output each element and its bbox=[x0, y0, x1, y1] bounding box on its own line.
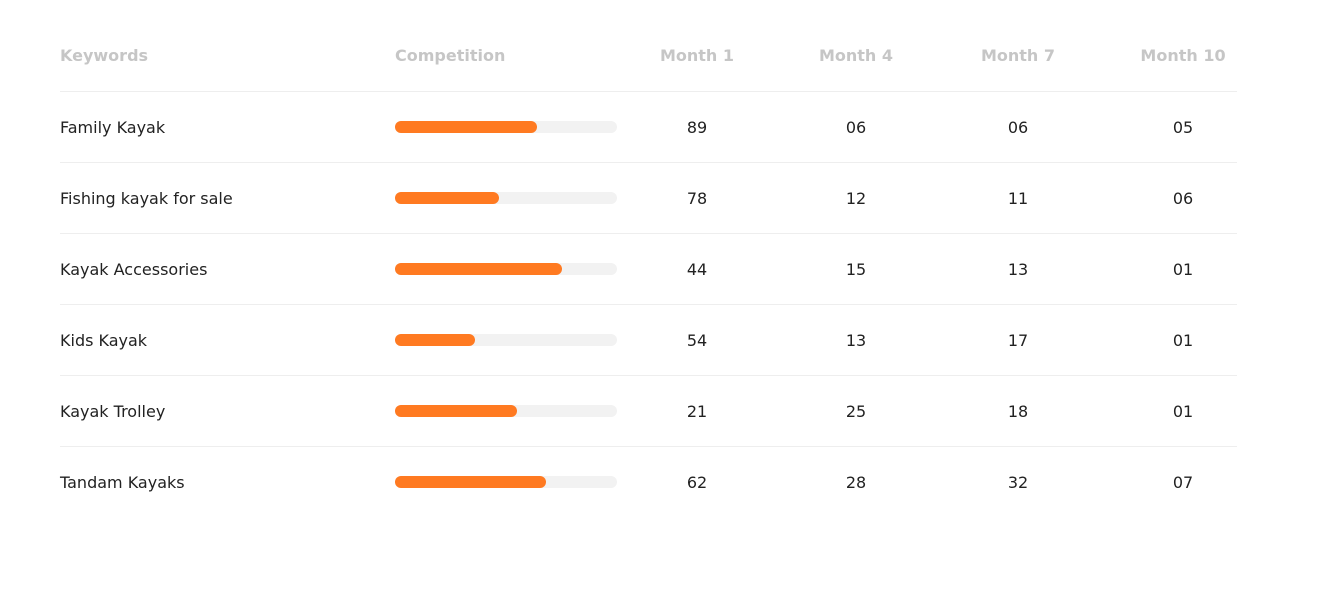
competition-bar-track bbox=[395, 476, 617, 488]
month-10-cell: 05 bbox=[1172, 117, 1194, 137]
month-10-cell: 07 bbox=[1172, 472, 1194, 492]
keyword-cell: Kayak Accessories bbox=[60, 259, 208, 279]
month-7-cell: 06 bbox=[1007, 117, 1029, 137]
month-4-cell: 13 bbox=[845, 330, 867, 350]
header-month-10[interactable]: Month 10 bbox=[1140, 46, 1226, 65]
table-row[interactable]: Kayak Accessories 44 15 13 01 bbox=[60, 234, 1237, 305]
keyword-cell: Kids Kayak bbox=[60, 330, 148, 350]
month-7-cell: 32 bbox=[1007, 472, 1029, 492]
table-row[interactable]: Tandam Kayaks 62 28 32 07 bbox=[60, 447, 1237, 517]
month-4-cell: 12 bbox=[845, 188, 867, 208]
keyword-cell: Fishing kayak for sale bbox=[60, 188, 233, 208]
competition-cell bbox=[395, 234, 635, 304]
month-1-cell: 44 bbox=[686, 259, 708, 279]
competition-bar-fill bbox=[395, 476, 546, 488]
competition-bar-fill bbox=[395, 121, 538, 133]
month-4-cell: 06 bbox=[845, 117, 867, 137]
competition-bar-fill bbox=[395, 192, 500, 204]
competition-bar-track bbox=[395, 263, 617, 275]
competition-cell bbox=[395, 447, 635, 517]
table-row[interactable]: Fishing kayak for sale 78 12 11 06 bbox=[60, 163, 1237, 234]
keyword-cell: Family Kayak bbox=[60, 117, 166, 137]
month-10-cell: 01 bbox=[1172, 401, 1194, 421]
month-4-cell: 28 bbox=[845, 472, 867, 492]
competition-cell bbox=[395, 305, 635, 375]
month-7-cell: 11 bbox=[1007, 188, 1029, 208]
month-4-cell: 25 bbox=[845, 401, 867, 421]
month-7-cell: 13 bbox=[1007, 259, 1029, 279]
competition-cell bbox=[395, 163, 635, 233]
competition-cell bbox=[395, 376, 635, 446]
table-header: Keywords Competition Month 1 Month 4 Mon… bbox=[60, 20, 1237, 92]
month-1-cell: 54 bbox=[686, 330, 708, 350]
competition-bar-track bbox=[395, 405, 617, 417]
competition-bar-fill bbox=[395, 405, 518, 417]
header-month-1[interactable]: Month 1 bbox=[659, 46, 735, 65]
month-10-cell: 01 bbox=[1172, 330, 1194, 350]
keyword-table: Keywords Competition Month 1 Month 4 Mon… bbox=[60, 20, 1237, 517]
competition-bar-track bbox=[395, 121, 617, 133]
month-10-cell: 01 bbox=[1172, 259, 1194, 279]
month-4-cell: 15 bbox=[845, 259, 867, 279]
month-1-cell: 89 bbox=[686, 117, 708, 137]
month-1-cell: 21 bbox=[686, 401, 708, 421]
month-10-cell: 06 bbox=[1172, 188, 1194, 208]
month-1-cell: 62 bbox=[686, 472, 708, 492]
month-1-cell: 78 bbox=[686, 188, 708, 208]
keyword-cell: Tandam Kayaks bbox=[60, 472, 185, 492]
competition-cell bbox=[395, 92, 635, 162]
header-month-4[interactable]: Month 4 bbox=[818, 46, 894, 65]
header-month-7[interactable]: Month 7 bbox=[980, 46, 1056, 65]
month-7-cell: 18 bbox=[1007, 401, 1029, 421]
table-row[interactable]: Family Kayak 89 06 06 05 bbox=[60, 92, 1237, 163]
keyword-cell: Kayak Trolley bbox=[60, 401, 166, 421]
header-keywords[interactable]: Keywords bbox=[60, 46, 149, 65]
competition-bar-fill bbox=[395, 263, 562, 275]
competition-bar-track bbox=[395, 192, 617, 204]
month-7-cell: 17 bbox=[1007, 330, 1029, 350]
competition-bar-fill bbox=[395, 334, 475, 346]
header-competition[interactable]: Competition bbox=[395, 46, 506, 65]
table-row[interactable]: Kids Kayak 54 13 17 01 bbox=[60, 305, 1237, 376]
competition-bar-track bbox=[395, 334, 617, 346]
table-row[interactable]: Kayak Trolley 21 25 18 01 bbox=[60, 376, 1237, 447]
